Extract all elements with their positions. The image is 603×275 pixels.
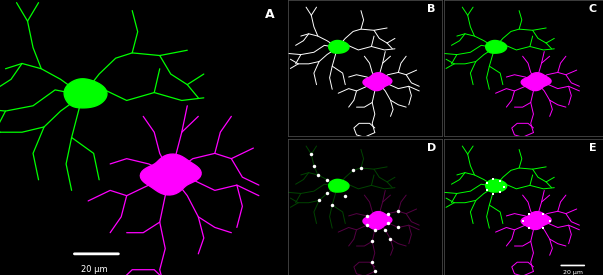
Text: D: D <box>426 143 436 153</box>
Polygon shape <box>485 40 507 53</box>
Text: 20 μm: 20 μm <box>81 265 108 274</box>
Text: B: B <box>428 4 436 14</box>
Polygon shape <box>521 73 551 90</box>
Polygon shape <box>485 179 507 192</box>
Polygon shape <box>329 40 349 53</box>
Polygon shape <box>521 211 551 229</box>
Polygon shape <box>64 79 107 108</box>
Text: E: E <box>589 143 596 153</box>
Text: 20 μm: 20 μm <box>563 270 582 274</box>
Text: A: A <box>265 8 275 21</box>
Polygon shape <box>329 179 349 192</box>
Polygon shape <box>363 73 392 90</box>
Polygon shape <box>363 211 392 229</box>
Polygon shape <box>140 154 201 195</box>
Text: C: C <box>589 4 596 14</box>
